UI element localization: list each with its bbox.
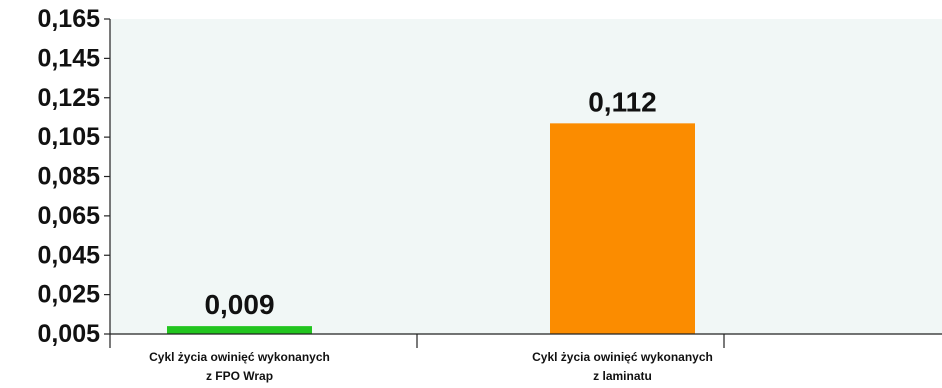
y-tick-label: 0,145 [37,44,100,72]
bar-value-label: 0,112 [588,86,657,117]
bar-value-label: 0,009 [204,289,274,320]
y-tick-label: 0,045 [37,241,100,269]
plot-area [110,19,942,334]
category-label: Cykl życia owinięć wykonanych [149,350,330,364]
category-label: z FPO Wrap [206,369,273,383]
y-tick-label: 0,005 [37,320,100,348]
category-label: Cykl życia owinięć wykonanych [532,350,713,364]
category-label: z laminatu [593,369,652,383]
bar [167,326,312,334]
y-tick-label: 0,065 [37,202,100,230]
y-tick-label: 0,125 [37,84,100,112]
bar [550,123,695,334]
y-tick-label: 0,105 [37,123,100,151]
y-tick-label: 0,025 [37,281,100,309]
y-tick-label: 0,085 [37,163,100,191]
y-tick-label: 0,165 [37,5,100,33]
